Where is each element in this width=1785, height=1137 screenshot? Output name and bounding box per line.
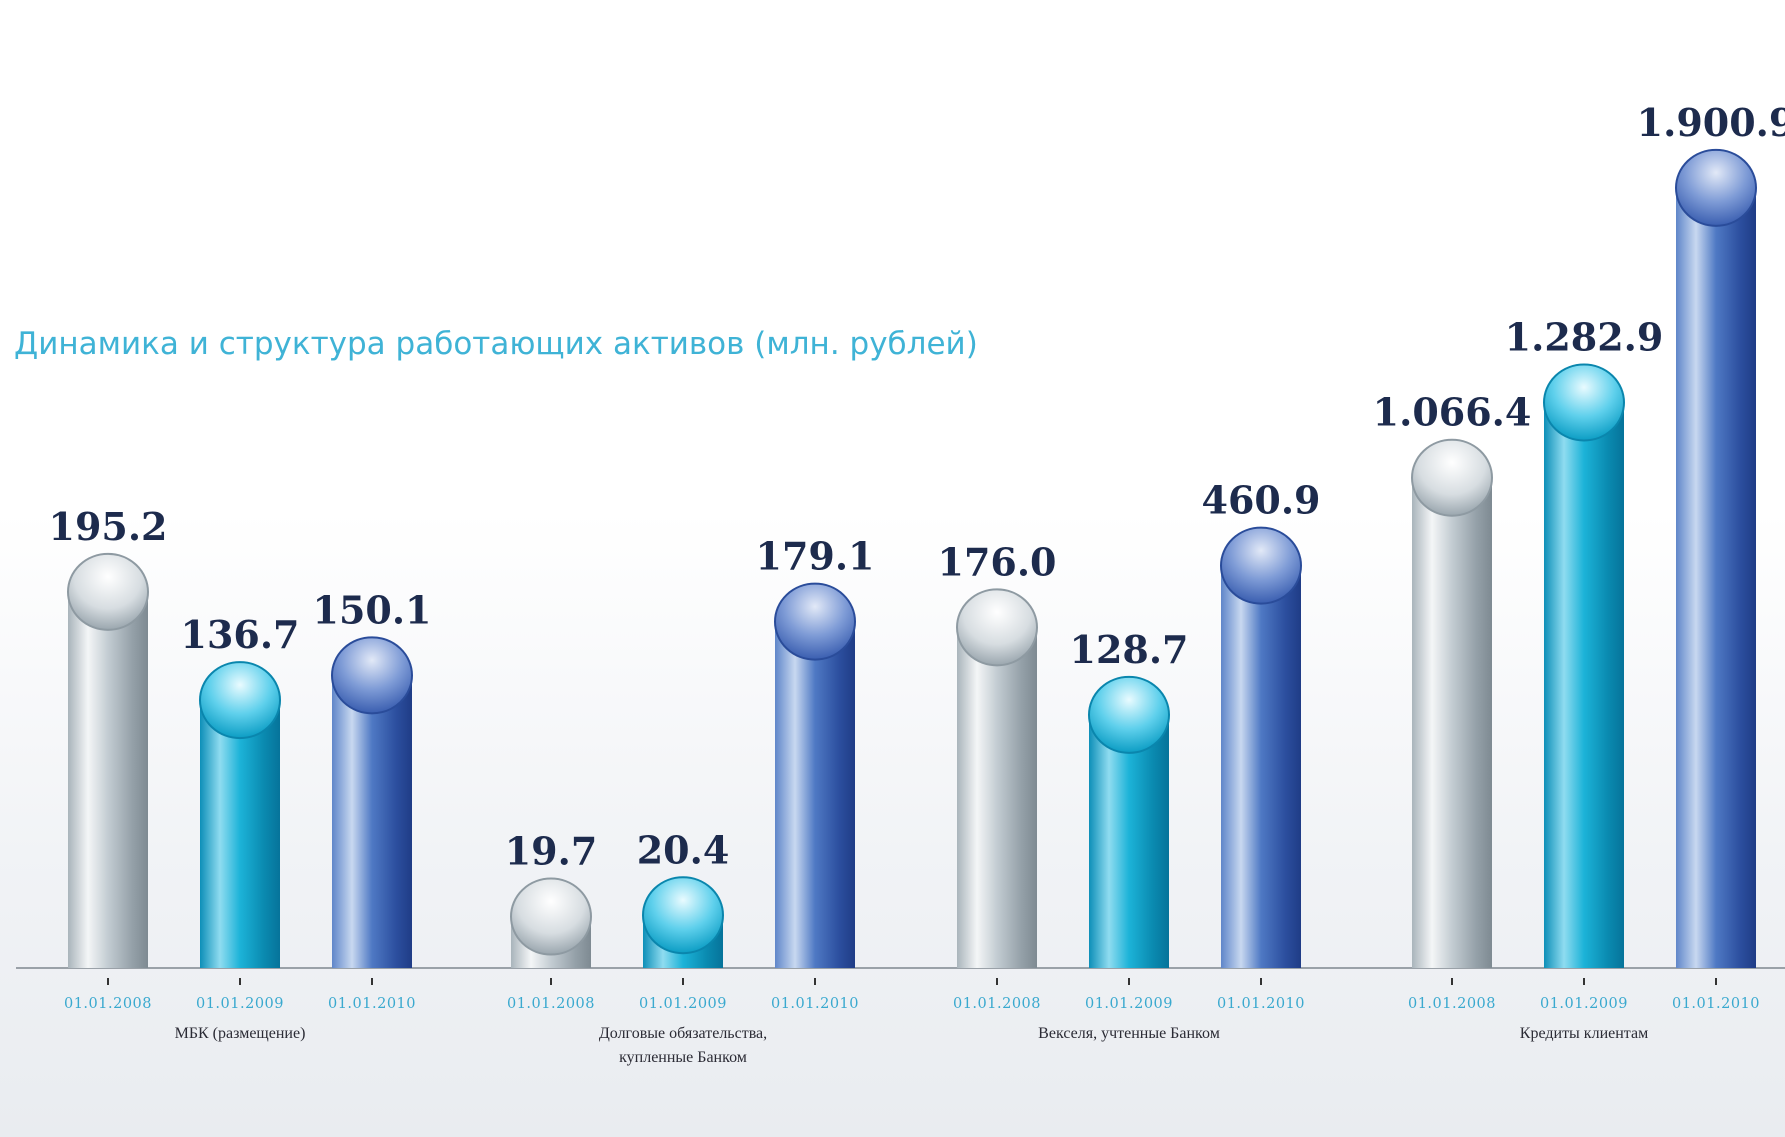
group-label: Векселя, учтенные Банком (1038, 1025, 1220, 1042)
bar (1089, 714, 1169, 968)
data-label: 128.7 (1070, 627, 1189, 672)
group-label: МБК (размещение) (175, 1025, 306, 1042)
bar (1676, 187, 1756, 968)
x-tick-label: 01.01.2009 (1085, 996, 1173, 1012)
bar-cap (1088, 675, 1170, 754)
bar-cap (67, 552, 149, 631)
x-tick-label: 01.01.2010 (1672, 996, 1760, 1012)
x-tick-label: 01.01.2010 (1217, 996, 1305, 1012)
group-label: купленные Банком (619, 1049, 747, 1066)
chart-title: Динамика и структура работающих активов … (14, 326, 978, 362)
bar (1544, 402, 1624, 968)
x-tick-label: 01.01.2010 (771, 996, 859, 1012)
bar (1221, 565, 1301, 968)
data-label: 1.900.9 (1637, 100, 1785, 145)
x-tick-label: 01.01.2008 (953, 996, 1041, 1012)
bar (957, 627, 1037, 968)
x-tick-label: 01.01.2010 (328, 996, 416, 1012)
data-label: 179.1 (756, 534, 875, 579)
bar-cap (199, 661, 281, 740)
data-label: 195.2 (49, 504, 168, 549)
data-label: 136.7 (181, 612, 300, 657)
bar-cap (1411, 438, 1493, 517)
bar (775, 621, 855, 968)
bar (332, 675, 412, 968)
bar-cap (956, 588, 1038, 667)
x-tick-label: 01.01.2008 (507, 996, 595, 1012)
data-label: 1.282.9 (1505, 315, 1664, 360)
bar-cap (1675, 148, 1757, 227)
bar (1412, 477, 1492, 968)
x-tick-label: 01.01.2009 (196, 996, 284, 1012)
bar-cap (331, 636, 413, 715)
data-label: 19.7 (505, 829, 598, 874)
x-tick-label: 01.01.2008 (1408, 996, 1496, 1012)
data-label: 176.0 (938, 539, 1057, 584)
bar-cap (774, 582, 856, 661)
x-tick-label: 01.01.2009 (1540, 996, 1628, 1012)
bars-layer (67, 148, 1757, 968)
data-label: 20.4 (637, 827, 730, 872)
x-tick-label: 01.01.2008 (64, 996, 152, 1012)
bar (68, 591, 148, 968)
bar-cap (1220, 526, 1302, 605)
x-tick-label: 01.01.2009 (639, 996, 727, 1012)
labels-layer: 195.2 01.01.2008 136.7 01.01.2009 150.1 01.01… (49, 100, 1785, 1066)
data-label: 150.1 (313, 587, 432, 632)
data-label: 1.066.4 (1373, 390, 1532, 435)
bar-cap (1543, 363, 1625, 442)
bar (200, 700, 280, 968)
group-label: Долговые обязательства, (599, 1025, 767, 1042)
bar-cap (510, 877, 592, 956)
bar-cap (642, 876, 724, 955)
data-label: 460.9 (1202, 478, 1321, 523)
group-label: Кредиты клиентам (1520, 1025, 1648, 1042)
